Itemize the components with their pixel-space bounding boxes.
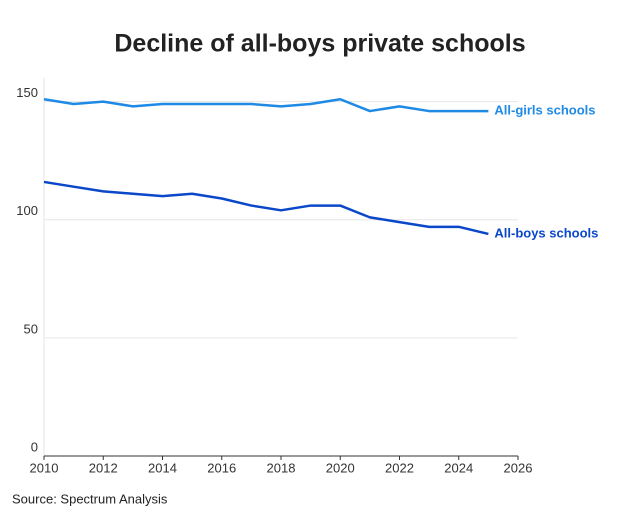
- series-line: [43, 180, 489, 236]
- x-tick-label: 2026: [504, 460, 533, 475]
- x-tick-label: 2018: [267, 460, 296, 475]
- y-tick-label: 0: [31, 439, 38, 454]
- y-tick-label: 150: [16, 85, 38, 100]
- series-label: All-boys schools: [494, 225, 598, 240]
- x-tick-label: 2014: [148, 460, 177, 475]
- y-tick-label: 50: [24, 321, 38, 336]
- x-tick-label: 2022: [385, 460, 414, 475]
- x-tick-label: 2010: [30, 460, 59, 475]
- source-note: Source: Spectrum Analysis: [12, 491, 168, 506]
- y-tick-label: 100: [16, 203, 38, 218]
- series-line: [43, 98, 489, 113]
- x-tick-label: 2012: [89, 460, 118, 475]
- chart-title: Decline of all-boys private schools: [114, 30, 525, 58]
- x-tick-label: 2016: [207, 460, 236, 475]
- series-label: All-girls schools: [494, 103, 595, 118]
- x-tick-label: 2024: [444, 460, 473, 475]
- x-tick-label: 2020: [326, 460, 355, 475]
